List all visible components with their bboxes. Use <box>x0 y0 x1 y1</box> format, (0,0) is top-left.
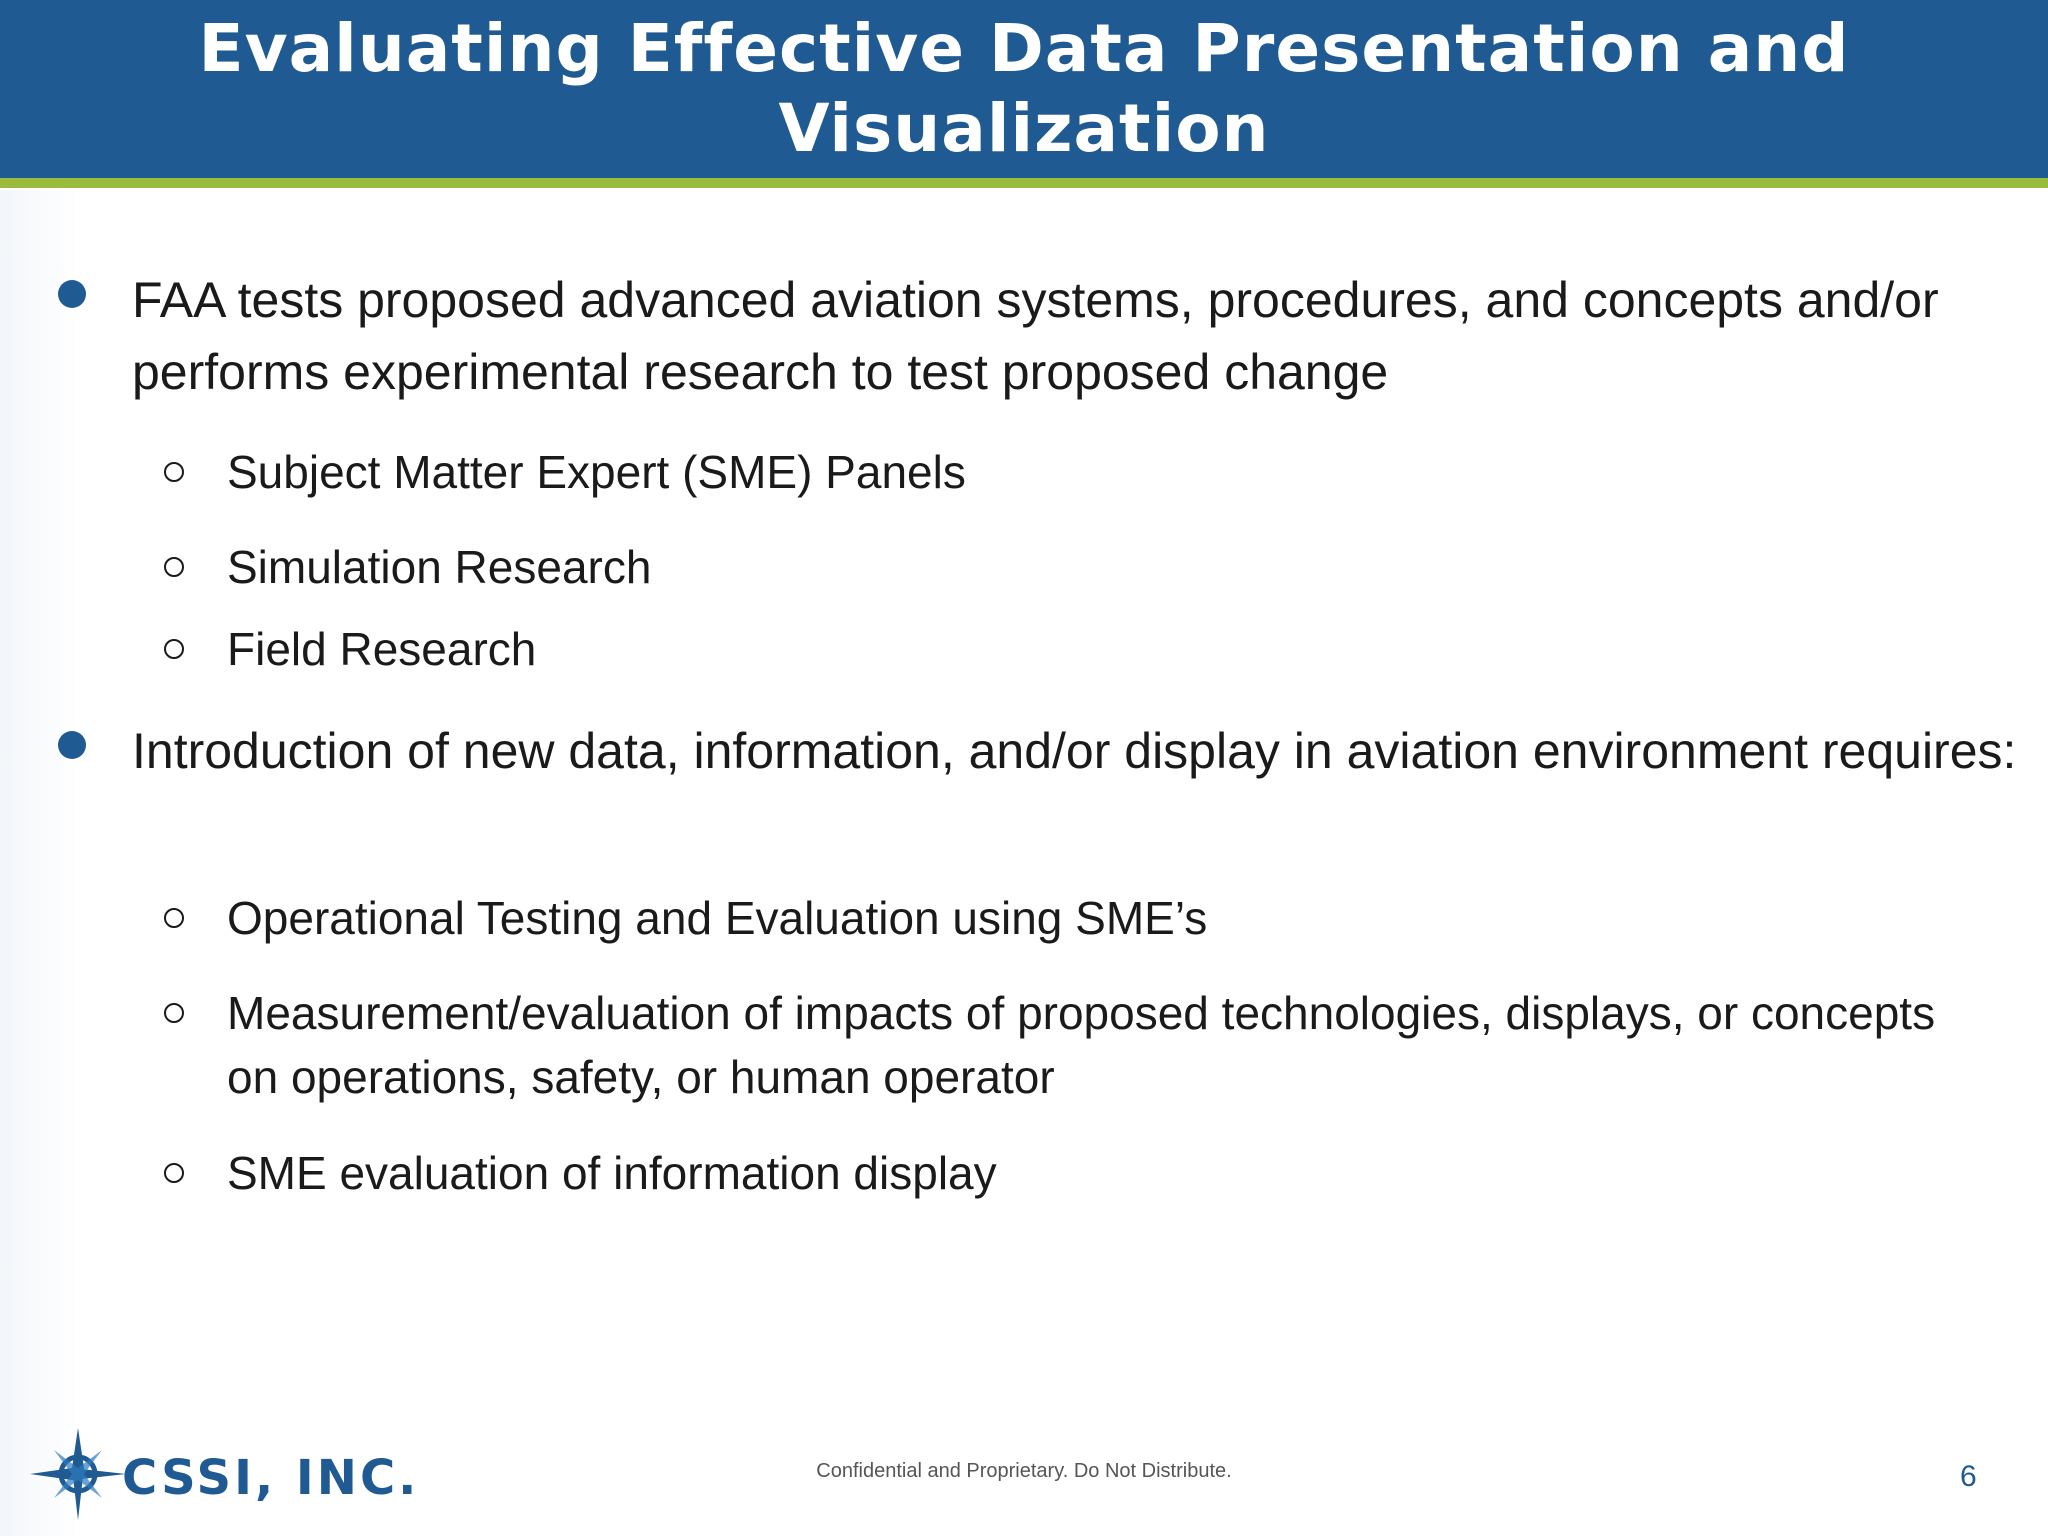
sub-item: Field Research <box>227 623 537 675</box>
sub-item: Measurement/evaluation of impacts of pro… <box>227 987 1936 1103</box>
header-divider <box>0 178 2048 188</box>
sub-bullet-ring <box>164 462 184 482</box>
sub-bullet-ring <box>164 1003 184 1023</box>
sub-bullet-ring <box>164 1163 184 1183</box>
bullet-dot <box>58 280 86 308</box>
page-number: 6 <box>1960 1460 1977 1493</box>
sub-item: Subject Matter Expert (SME) Panels <box>227 446 966 498</box>
sub-item: Operational Testing and Evaluation using… <box>227 892 1208 944</box>
left-shade <box>0 190 80 1536</box>
slide-title: Evaluating Effective Data Presentation a… <box>198 10 1850 167</box>
sub-bullet-ring <box>164 639 184 659</box>
footer-confidential: Confidential and Proprietary. Do Not Dis… <box>816 1460 1232 1482</box>
slide-header: Evaluating Effective Data Presentation a… <box>0 0 2048 178</box>
sub-item: SME evaluation of information display <box>227 1147 997 1199</box>
compass-star-icon <box>30 1428 126 1520</box>
cssi-logo: CSSI, INC. <box>30 1428 418 1520</box>
logo-text: CSSI, INC. <box>122 1450 418 1506</box>
bullet-item-2: Introduction of new data, information, a… <box>132 723 2017 779</box>
sub-item: Simulation Research <box>227 541 652 593</box>
bullet-dot <box>58 731 86 759</box>
sub-bullet-ring <box>164 908 184 928</box>
sub-bullet-ring <box>164 557 184 577</box>
bullet-item-1: FAA tests proposed advanced aviation sys… <box>132 272 1939 400</box>
